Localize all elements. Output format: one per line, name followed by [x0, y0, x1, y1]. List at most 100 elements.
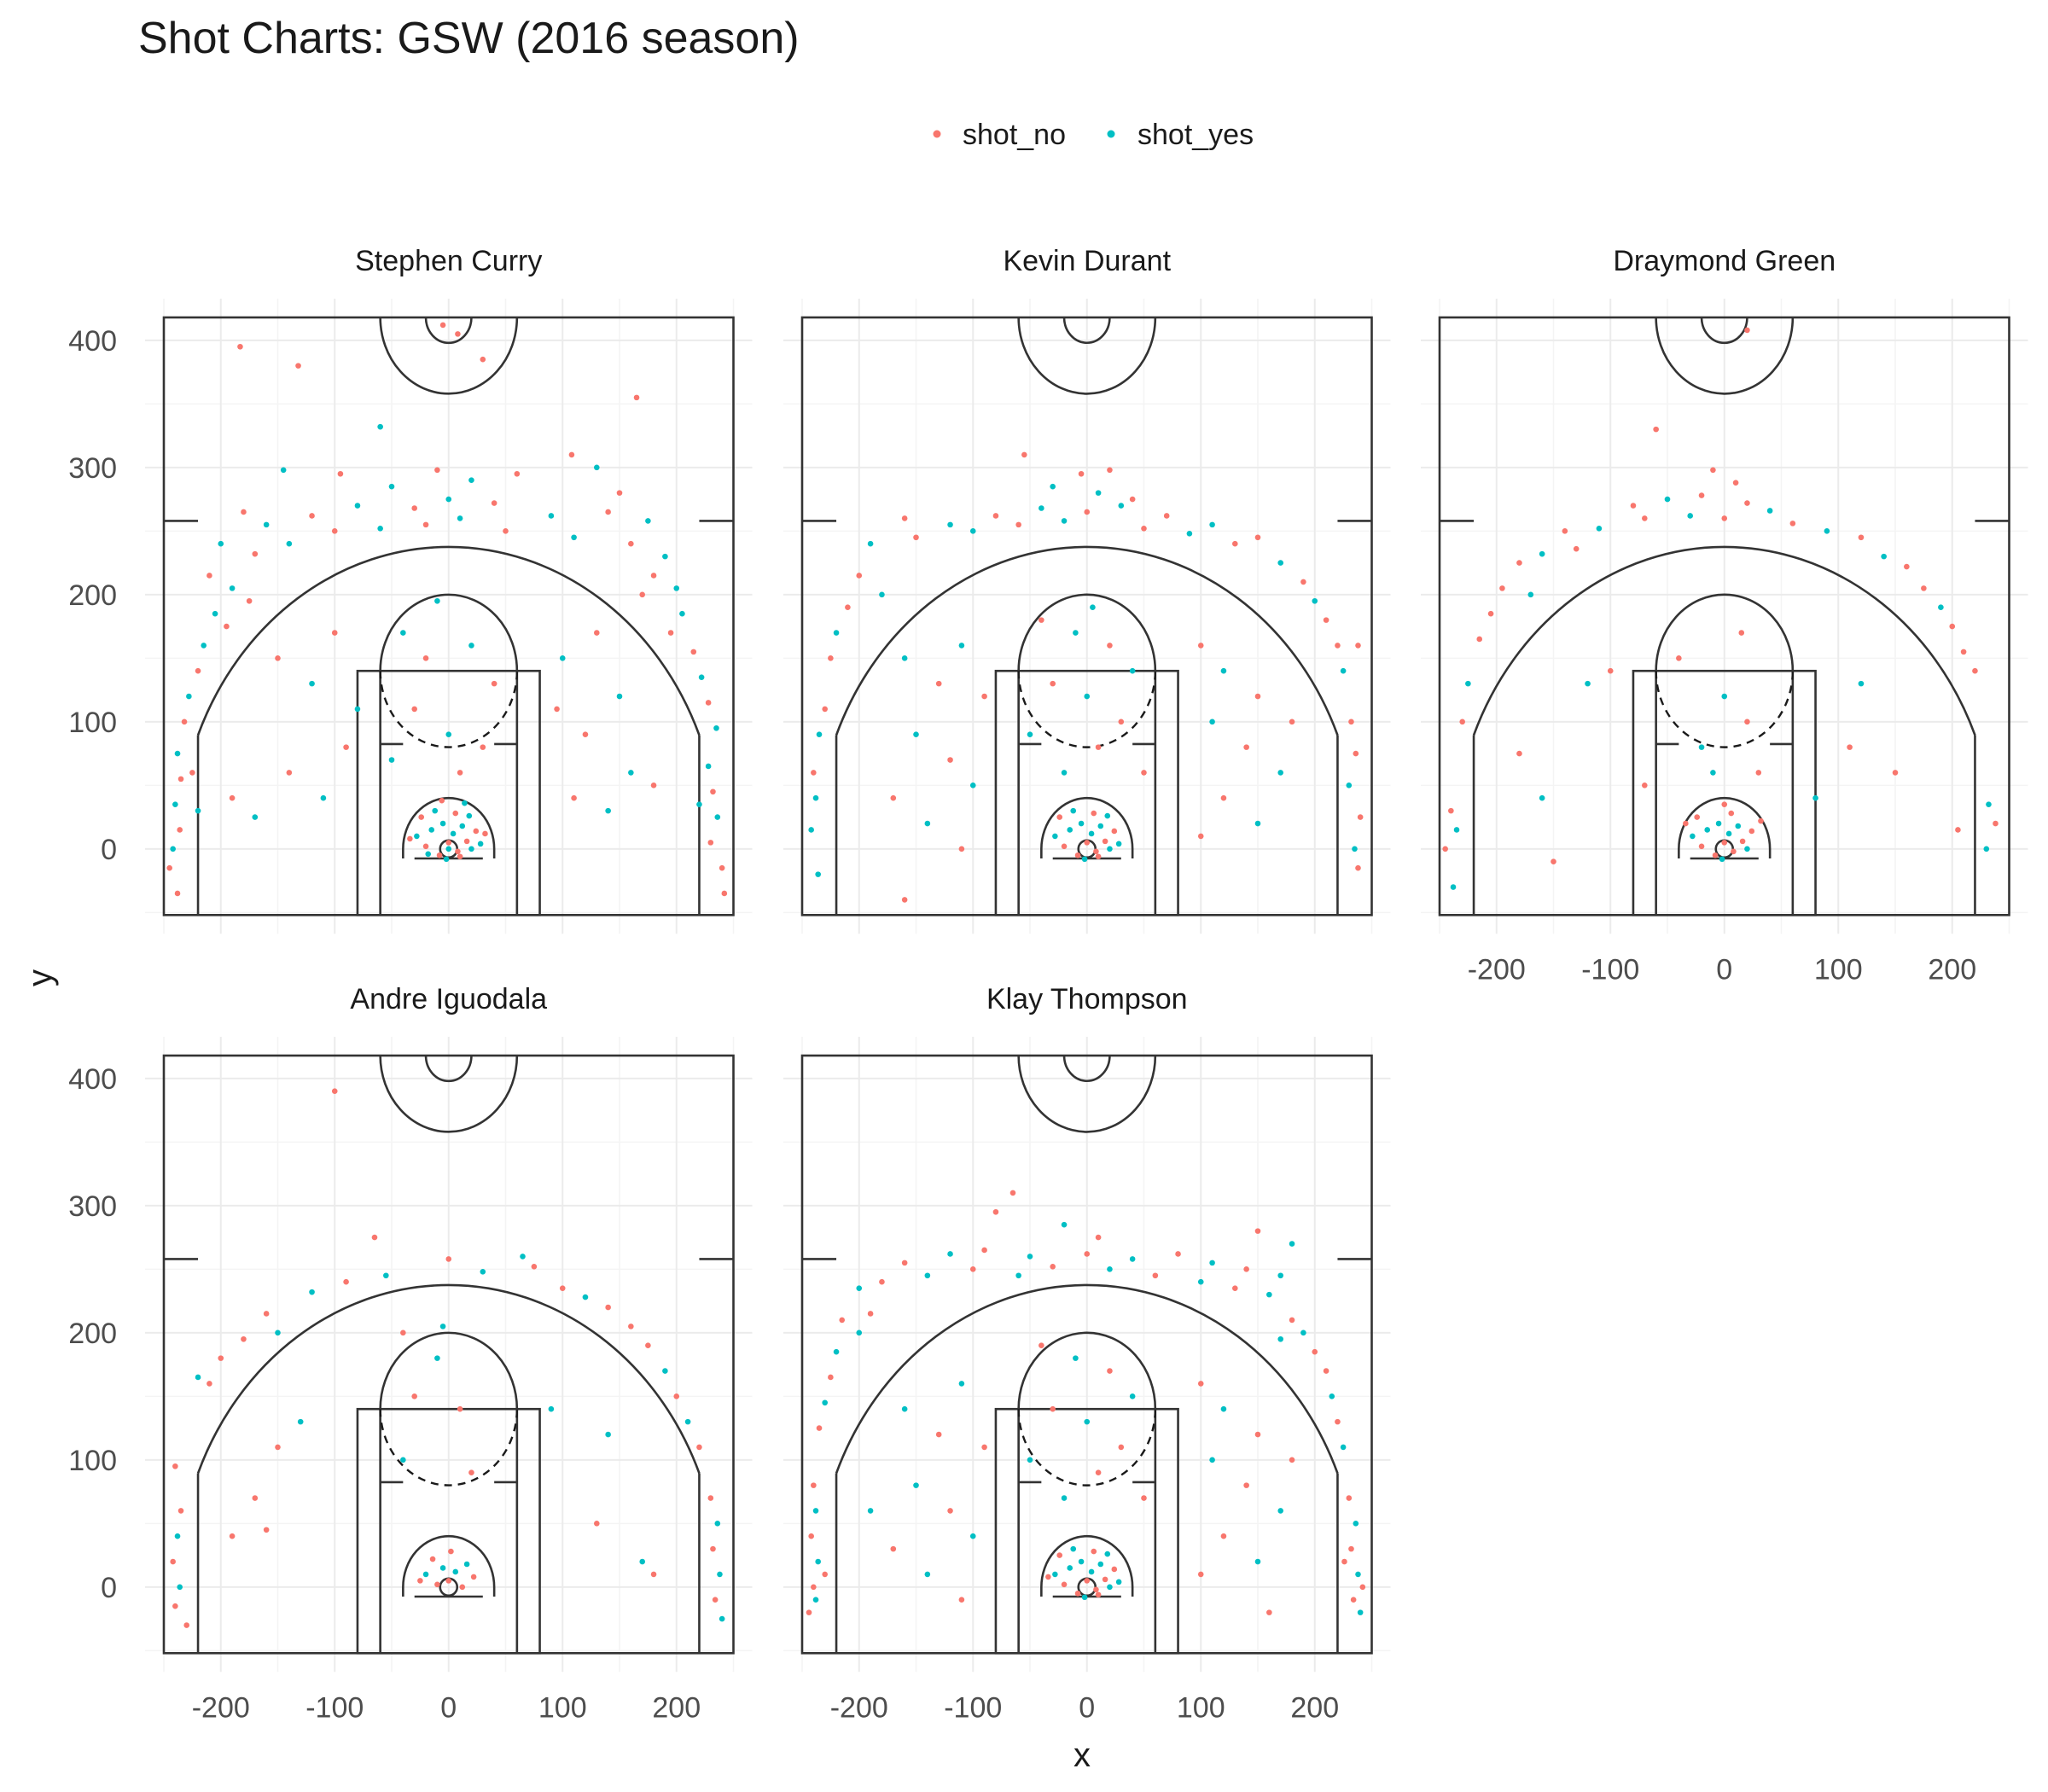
shot-point: [667, 630, 674, 636]
shot-point: [1084, 693, 1091, 700]
shot-point: [1209, 1457, 1215, 1463]
shot-point: [1664, 496, 1671, 503]
shot-point: [1824, 528, 1830, 534]
shot-point: [981, 1444, 987, 1451]
shot-point: [295, 363, 301, 369]
shot-point: [662, 553, 668, 560]
shot-point: [1323, 617, 1329, 623]
shot-point: [1243, 744, 1249, 750]
shot-point: [1027, 1457, 1033, 1463]
shot-point: [337, 470, 344, 477]
shot-point: [650, 783, 657, 788]
shot-point: [388, 483, 395, 490]
shot-point: [1084, 840, 1091, 846]
shot-point: [1091, 1548, 1097, 1555]
shot-point: [924, 820, 931, 827]
shot-point: [434, 1355, 440, 1361]
shot-point: [1346, 1495, 1353, 1501]
shot-point: [477, 841, 484, 847]
restricted-area: [1040, 1534, 1134, 1597]
shot-point: [1220, 667, 1227, 674]
shot-point: [1141, 526, 1147, 532]
shot-point: [679, 610, 685, 617]
shot-point: [1081, 1594, 1088, 1601]
shot-point: [480, 1269, 486, 1275]
shot-point: [218, 540, 224, 547]
shot-point: [1118, 503, 1125, 509]
chart-title: Shot Charts: GSW (2016 season): [138, 14, 800, 63]
shot-point: [186, 693, 192, 700]
shot-point: [1986, 801, 1992, 807]
shot-point: [1107, 467, 1113, 474]
shot-point: [275, 1329, 281, 1336]
shot-point: [411, 706, 418, 713]
shot-point: [1056, 1552, 1063, 1558]
shot-point: [177, 776, 184, 783]
shot-point: [181, 719, 188, 725]
shot-point: [170, 1558, 176, 1565]
shot-point: [1073, 630, 1079, 636]
shot-point: [1107, 1584, 1113, 1591]
facet-strip-label: Stephen Curry: [355, 245, 542, 277]
shot-point: [1115, 1579, 1122, 1585]
shot-point: [455, 848, 461, 855]
shot-point: [1254, 1431, 1261, 1438]
legend-label-shot-yes: shot_yes: [1137, 119, 1254, 151]
shot-point: [628, 770, 634, 776]
shot-point: [712, 1597, 719, 1603]
shot-point: [1725, 830, 1732, 837]
shot-point: [828, 1374, 834, 1381]
shot-point: [639, 591, 645, 598]
shot-point: [1690, 833, 1696, 840]
shot-point: [1039, 505, 1044, 511]
x-tick-label: 100: [1177, 1691, 1225, 1724]
shot-point: [1088, 1568, 1095, 1575]
shot-point: [400, 1457, 406, 1463]
shot-point: [1335, 643, 1341, 649]
shot-point: [992, 1208, 999, 1215]
shot-point: [1758, 817, 1764, 824]
shot-point: [229, 1533, 236, 1539]
shot-point: [1266, 1609, 1272, 1615]
shot-point: [958, 1597, 965, 1603]
shot-point: [1088, 830, 1095, 837]
free-throw-circle: [1655, 593, 1795, 672]
shot-point: [808, 1533, 814, 1539]
shot-point: [1102, 838, 1108, 845]
shot-point: [422, 655, 429, 661]
shot-point: [815, 1558, 821, 1565]
shot-point: [867, 540, 874, 547]
shot-point: [812, 794, 819, 801]
center-circle-outer: [1655, 317, 1795, 395]
shot-point: [1220, 794, 1227, 801]
facet-panel: Stephen Curry 0 100 200 300 400: [68, 245, 755, 937]
shot-point: [1104, 1551, 1111, 1557]
shot-point: [514, 470, 521, 477]
shot-point: [383, 1272, 389, 1279]
shot-point: [201, 643, 207, 649]
shot-points: [806, 1190, 1366, 1615]
shot-point: [331, 630, 338, 636]
shot-point: [822, 1571, 828, 1578]
shot-point: [548, 513, 555, 519]
shot-point: [432, 807, 439, 814]
shot-point: [1348, 719, 1354, 725]
shot-point: [1676, 655, 1682, 661]
x-tick-label: -100: [1581, 953, 1639, 986]
shot-point: [1232, 1285, 1238, 1291]
shot-point: [559, 1285, 566, 1291]
shot-point: [1093, 848, 1099, 855]
shot-point: [1021, 451, 1027, 458]
shot-point: [377, 423, 383, 430]
shot-point: [947, 1251, 953, 1257]
shot-point: [212, 610, 218, 617]
shot-point: [1039, 617, 1044, 623]
shot-point: [1129, 667, 1136, 674]
shot-point: [1789, 521, 1796, 527]
shot-point: [633, 394, 640, 401]
shot-point: [1095, 1469, 1102, 1476]
shot-point: [400, 630, 406, 636]
shot-point: [684, 1418, 691, 1425]
shot-point: [297, 1418, 304, 1425]
shot-point: [1015, 521, 1021, 528]
